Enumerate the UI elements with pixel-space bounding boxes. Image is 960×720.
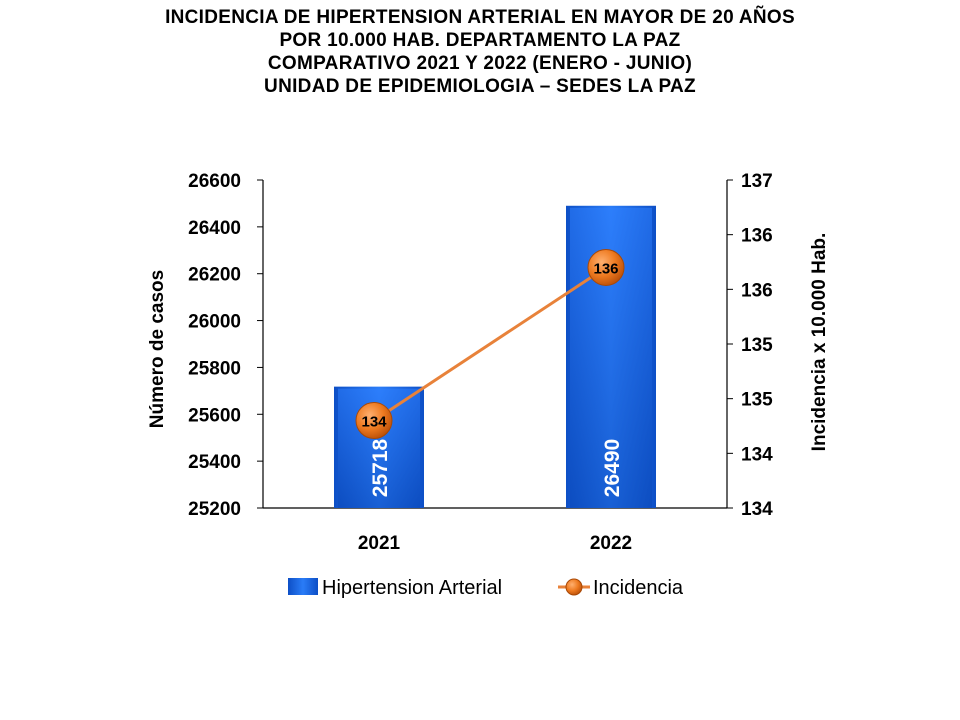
y2-tick-label: 134 [741,499,773,520]
y-axis-title: Número de casos [147,270,168,428]
y-tick-label: 26600 [188,171,241,192]
x-tick-label: 2022 [590,533,632,554]
bar-data-label: 26490 [601,439,624,497]
y2-tick-label: 136 [741,280,773,301]
y2-tick-label: 137 [741,171,773,192]
bar-data-label: 25718 [369,438,392,497]
legend-label-bars: Hipertension Arterial [322,577,502,599]
y2-tick-label: 135 [741,390,773,411]
title-line-3: COMPARATIVO 2021 Y 2022 (ENERO - JUNIO) [267,53,693,74]
y-tick-label: 25600 [188,405,241,426]
incidencia-marker [587,248,625,286]
point-data-label: 136 [593,260,618,277]
line-series: 134 136 [355,248,625,440]
y-tick-label: 25800 [188,358,241,379]
y2-tick-label: 136 [741,226,773,247]
x-tick-label: 2021 [358,533,401,554]
title-line-4: UNIDAD DE EPIDEMIOLOGIA – SEDES LA PAZ [264,76,696,97]
incidencia-marker [355,402,393,440]
y2-axis-title: Incidencia x 10.000 Hab. [809,233,830,452]
y-tick-label: 26200 [188,265,241,286]
legend-marker-swatch [565,578,583,596]
y-tick-label: 26000 [188,312,241,333]
incidencia-line [373,266,607,422]
axes: 25200 25400 25600 25800 26000 26200 26400 26600… [147,171,830,554]
chart-title: INCIDENCIA DE HIPERTENSION ARTERIAL EN M… [0,6,960,98]
point-data-label: 134 [361,414,387,431]
y-tick-label: 25400 [188,452,241,473]
y2-tick-label: 134 [741,444,773,465]
legend: Hipertension Arterial Incidencia [288,577,684,599]
title-line-1: INCIDENCIA DE HIPERTENSION ARTERIAL EN M… [165,7,795,28]
y-tick-label: 26400 [188,218,241,239]
y2-tick-label: 135 [741,335,773,356]
title-line-2: POR 10.000 HAB. DEPARTAMENTO LA PAZ [279,30,681,51]
legend-label-line: Incidencia [593,577,684,599]
legend-bar-swatch [288,578,318,595]
y-tick-label: 25200 [188,499,241,520]
